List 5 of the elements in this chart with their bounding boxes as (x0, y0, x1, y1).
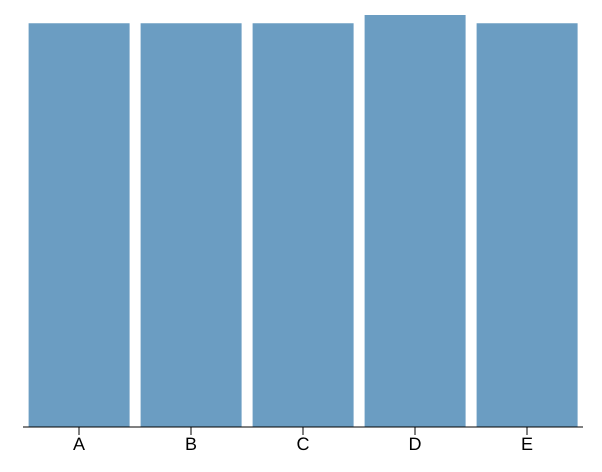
x-tick-label: C (296, 434, 310, 454)
x-tick-label: A (72, 434, 86, 454)
x-tick-label: B (184, 434, 198, 454)
x-tick-label: D (408, 434, 422, 454)
x-tick-label: E (520, 434, 534, 454)
